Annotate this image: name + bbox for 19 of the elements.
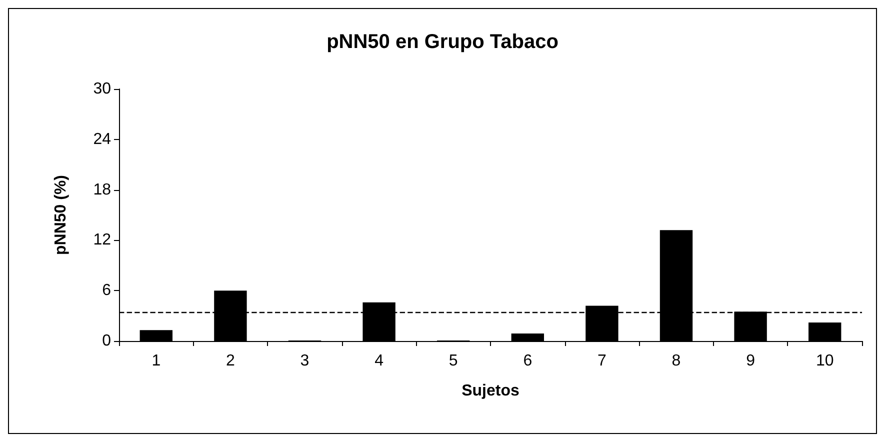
x-tick-label: 8 xyxy=(672,352,681,370)
x-axis-title: Sujetos xyxy=(462,382,520,400)
y-axis-title: pNN50 (%) xyxy=(52,174,70,256)
y-tick-label: 30 xyxy=(93,80,112,98)
y-tick-label: 18 xyxy=(93,181,112,198)
chart-title: pNN50 en Grupo Tabaco xyxy=(326,31,558,53)
y-tick-label: 12 xyxy=(93,232,112,249)
x-tick-label: 1 xyxy=(152,352,161,370)
y-tick-label: 24 xyxy=(93,130,112,148)
x-tick-label: 7 xyxy=(597,352,606,370)
x-tick-label: 2 xyxy=(226,352,235,370)
x-tick-label: 6 xyxy=(523,352,532,370)
x-tick-label: 10 xyxy=(816,352,834,370)
x-tick-label: 5 xyxy=(448,352,458,370)
y-tick-label: 0 xyxy=(102,332,112,350)
x-tick-label: 4 xyxy=(374,352,384,370)
y-tick-label: 6 xyxy=(102,282,112,300)
x-tick-label: 9 xyxy=(746,352,756,370)
x-tick-label: 3 xyxy=(300,352,310,370)
